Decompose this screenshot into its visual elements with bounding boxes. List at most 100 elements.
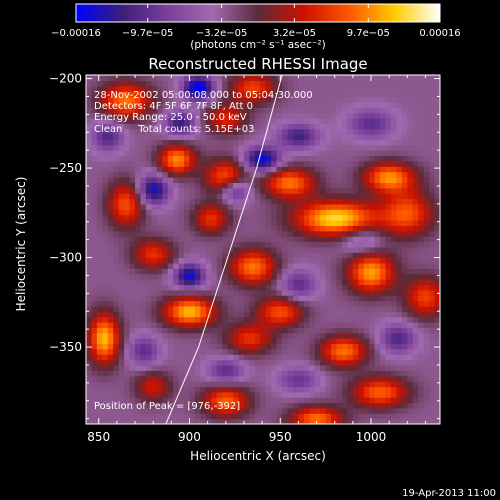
- heatmap-cell: [107, 166, 114, 173]
- heatmap-cell: [309, 289, 316, 296]
- heatmap-cell: [129, 289, 136, 296]
- heatmap-cell: [260, 193, 267, 200]
- heatmap-cell: [292, 246, 299, 253]
- heatmap-cell: [233, 241, 240, 248]
- heatmap-cell: [107, 160, 114, 167]
- heatmap-cell: [173, 289, 180, 296]
- heatmap-cell: [216, 230, 223, 237]
- heatmap-cell: [363, 391, 370, 398]
- heatmap-cell: [385, 279, 392, 285]
- heatmap-cell: [423, 85, 430, 92]
- heatmap-cell: [412, 144, 419, 151]
- heatmap-cell: [303, 262, 310, 269]
- heatmap-cell: [271, 219, 278, 226]
- heatmap-cell: [331, 107, 338, 114]
- heatmap-cell: [423, 209, 430, 216]
- heatmap-cell: [418, 246, 425, 253]
- heatmap-cell: [156, 112, 163, 119]
- heatmap-cell: [178, 160, 185, 167]
- heatmap-cell: [396, 300, 403, 307]
- heatmap-cell: [309, 128, 316, 135]
- heatmap-cell: [429, 418, 436, 424]
- heatmap-cell: [249, 117, 256, 124]
- heatmap-cell: [118, 343, 125, 350]
- heatmap-cell: [129, 300, 136, 307]
- heatmap-cell: [292, 96, 299, 103]
- heatmap-cell: [271, 402, 278, 409]
- heatmap-cell: [292, 338, 299, 345]
- heatmap-cell: [211, 305, 218, 312]
- heatmap-cell: [401, 354, 408, 361]
- heatmap-cell: [167, 225, 174, 232]
- heatmap-cell: [390, 407, 398, 414]
- heatmap-cell: [298, 397, 305, 404]
- heatmap-cell: [86, 203, 93, 210]
- heatmap-cell: [167, 128, 174, 135]
- heatmap-cell: [347, 295, 354, 302]
- heatmap-cell: [429, 391, 436, 398]
- heatmap-cell: [167, 236, 174, 243]
- heatmap-cell: [374, 177, 381, 183]
- heatmap-cell: [363, 257, 370, 264]
- heatmap-cell: [129, 219, 136, 226]
- heatmap-cell: [407, 268, 414, 275]
- heatmap-cell: [265, 321, 272, 328]
- heatmap-cell: [129, 321, 136, 328]
- heatmap-cell: [401, 101, 408, 108]
- heatmap-cell: [91, 123, 98, 130]
- heatmap-cell: [401, 370, 408, 377]
- heatmap-cell: [200, 402, 207, 409]
- heatmap-cell: [336, 252, 343, 259]
- heatmap-cell: [233, 279, 240, 285]
- heatmap-cell: [211, 214, 218, 221]
- heatmap-cell: [396, 150, 403, 157]
- heatmap-cell: [358, 279, 365, 285]
- heatmap-cell: [396, 171, 403, 178]
- heatmap-cell: [336, 348, 343, 355]
- heatmap-cell: [140, 370, 147, 377]
- heatmap-cell: [325, 262, 332, 269]
- heatmap-cell: [325, 397, 332, 404]
- heatmap-cell: [385, 354, 392, 361]
- heatmap-cell: [173, 279, 180, 285]
- heatmap-cell: [434, 236, 440, 243]
- heatmap-cell: [276, 150, 283, 157]
- heatmap-cell: [380, 177, 387, 183]
- heatmap-cell: [390, 177, 398, 183]
- heatmap-cell: [320, 348, 327, 355]
- heatmap-cell: [151, 397, 158, 404]
- heatmap-cell: [200, 359, 207, 366]
- heatmap-cell: [407, 107, 414, 114]
- heatmap-cell: [434, 252, 440, 259]
- heatmap-cell: [314, 289, 321, 296]
- heatmap-cell: [129, 252, 136, 259]
- heatmap-cell: [238, 241, 245, 248]
- heatmap-cell: [135, 75, 142, 81]
- heatmap-cell: [243, 219, 250, 226]
- heatmap-cell: [282, 343, 289, 350]
- heatmap-cell: [189, 413, 196, 420]
- heatmap-cell: [309, 300, 316, 307]
- heatmap-cell: [396, 354, 403, 361]
- heatmap-cell: [173, 123, 180, 130]
- heatmap-cell: [200, 96, 207, 103]
- heatmap-cell: [341, 418, 349, 424]
- heatmap-cell: [96, 214, 103, 221]
- heatmap-cell: [276, 236, 283, 243]
- heatmap-cell: [434, 171, 440, 178]
- heatmap-cell: [107, 139, 114, 146]
- heatmap-cell: [347, 418, 354, 424]
- heatmap-cell: [227, 75, 234, 81]
- heatmap-cell: [107, 402, 114, 409]
- heatmap-cell: [167, 85, 174, 92]
- heatmap-cell: [113, 257, 120, 264]
- heatmap-cell: [205, 203, 212, 210]
- heatmap-cell: [303, 241, 310, 248]
- heatmap-cell: [423, 407, 430, 414]
- heatmap-cell: [189, 418, 196, 424]
- heatmap-cell: [265, 171, 272, 178]
- heatmap-cell: [91, 381, 98, 388]
- heatmap-cell: [358, 354, 365, 361]
- heatmap-cell: [227, 209, 234, 216]
- heatmap-cell: [320, 321, 327, 328]
